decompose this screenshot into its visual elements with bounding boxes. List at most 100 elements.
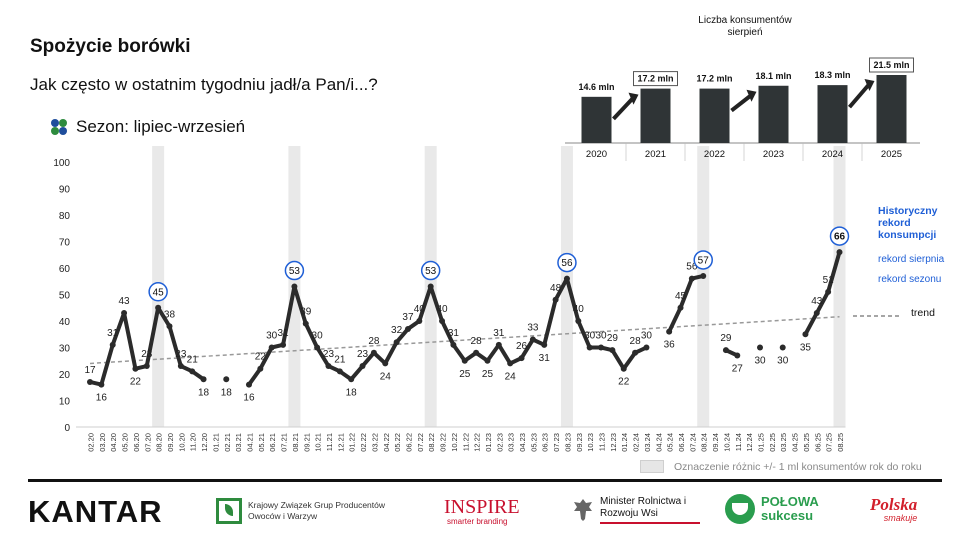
data-point [336, 368, 343, 375]
data-label: 30 [641, 331, 653, 342]
x-tick-label: 10.23 [586, 433, 595, 452]
data-label: 16 [96, 393, 108, 404]
data-label: 32 [391, 325, 403, 336]
data-label: 31 [107, 328, 119, 339]
data-point [666, 328, 673, 335]
data-label: 23 [357, 349, 369, 360]
y-tick-label: 40 [59, 317, 71, 328]
leaf-icon [216, 498, 242, 524]
record-annotation-line2: rekord [878, 217, 911, 229]
data-label: 23 [141, 349, 153, 360]
data-label: 48 [550, 283, 562, 294]
inspire-text: INSPIRE [444, 496, 520, 518]
x-tick-label: 10.21 [314, 433, 323, 452]
record-circle [557, 252, 577, 273]
x-tick-label: 05.23 [529, 433, 538, 452]
inset-title: Liczba konsumentów sierpień [698, 15, 792, 38]
data-label: 16 [243, 393, 255, 404]
data-point [677, 304, 684, 311]
y-tick-label: 50 [59, 291, 71, 302]
data-point [484, 357, 491, 364]
data-point [223, 376, 230, 383]
x-tick-label: 06.25 [813, 433, 822, 452]
kzgp-logo: Krajowy Związek Grup Producentów Owoców … [216, 498, 398, 524]
data-point [609, 347, 616, 354]
inset-value-label: 17.2 mln [696, 74, 732, 84]
data-point [325, 363, 332, 370]
x-tick-label: 12.22 [473, 433, 482, 452]
x-tick-label: 10.22 [450, 433, 459, 452]
x-tick-label: 04.21 [245, 433, 254, 452]
data-point [121, 310, 128, 317]
inset-year-label: 2022 [704, 149, 725, 160]
x-tick-label: 02.23 [495, 433, 504, 452]
inset-value-label: 14.6 mln [578, 82, 614, 92]
data-point [268, 344, 275, 351]
inset-value-label: 17.2 mln [637, 74, 673, 84]
data-label: 35 [800, 342, 812, 353]
x-tick-label: 03.24 [643, 433, 652, 452]
x-tick-label: 01.25 [757, 433, 766, 452]
series-line [667, 273, 706, 334]
record-circle [829, 226, 850, 246]
inset-bar [581, 96, 612, 143]
inset-bar [640, 88, 671, 143]
y-tick-label: 30 [59, 344, 71, 355]
data-point [359, 363, 366, 370]
x-tick-label: 11.20 [189, 433, 198, 451]
eagle-icon [574, 499, 592, 521]
data-point [427, 283, 434, 290]
data-point [132, 365, 139, 372]
data-point [529, 336, 536, 343]
inspire-subtext: smarter branding [447, 517, 508, 526]
record-season-label: rekord sezonu [878, 274, 941, 285]
data-label: 33 [527, 323, 539, 334]
data-label: 18 [346, 387, 358, 398]
x-tick-label: 01.22 [348, 433, 357, 452]
data-point [700, 272, 707, 279]
data-label: 31 [493, 328, 505, 339]
data-point [598, 344, 605, 351]
data-point [143, 363, 150, 370]
page-title: Spożycie borówki [30, 36, 191, 57]
data-label: 53 [289, 266, 301, 277]
record-august-label: rekord sierpnia [878, 254, 945, 265]
inset-year-label: 2023 [763, 149, 784, 160]
data-point [507, 360, 514, 367]
data-point [836, 249, 843, 256]
data-point [450, 341, 457, 348]
inset-year-label: 2020 [586, 149, 607, 160]
x-tick-label: 05.21 [257, 433, 266, 452]
data-label: 28 [630, 336, 642, 347]
inspire-logo: INSPIRE smarter branding [444, 497, 520, 526]
data-label: 56 [561, 258, 573, 269]
x-tick-label: 03.20 [98, 433, 107, 452]
data-label: 22 [618, 377, 630, 388]
x-tick-label: 11.24 [734, 433, 743, 451]
data-label: 25 [482, 369, 494, 380]
kzgp-text: Krajowy Związek Grup Producentów Owoców … [248, 500, 386, 521]
x-tick-label: 02.25 [768, 433, 777, 452]
x-tick-label: 02.20 [87, 433, 96, 452]
inset-value-label: 21.5 mln [873, 60, 909, 70]
data-label: 53 [425, 266, 437, 277]
data-point [439, 318, 446, 324]
record-annotation-line3: konsumpcji [878, 229, 936, 241]
x-tick-label: 07.21 [280, 433, 289, 452]
y-tick-label: 60 [59, 264, 71, 275]
data-label: 26 [516, 341, 528, 352]
data-label: 39 [300, 307, 312, 318]
data-point [643, 344, 650, 351]
data-label: 18 [198, 387, 210, 398]
data-label: 30 [312, 331, 324, 342]
x-tick-label: 01.21 [211, 433, 220, 452]
x-tick-label: 10.24 [722, 433, 731, 452]
series-line [803, 250, 842, 337]
data-label: 31 [448, 328, 460, 339]
polska-smakuje-logo: Polska smakuje [870, 496, 917, 523]
x-tick-label: 06.21 [268, 433, 277, 452]
x-tick-label: 09.22 [439, 433, 448, 452]
data-point [495, 341, 502, 348]
x-tick-label: 10.20 [177, 433, 186, 452]
x-tick-label: 04.20 [109, 433, 118, 452]
